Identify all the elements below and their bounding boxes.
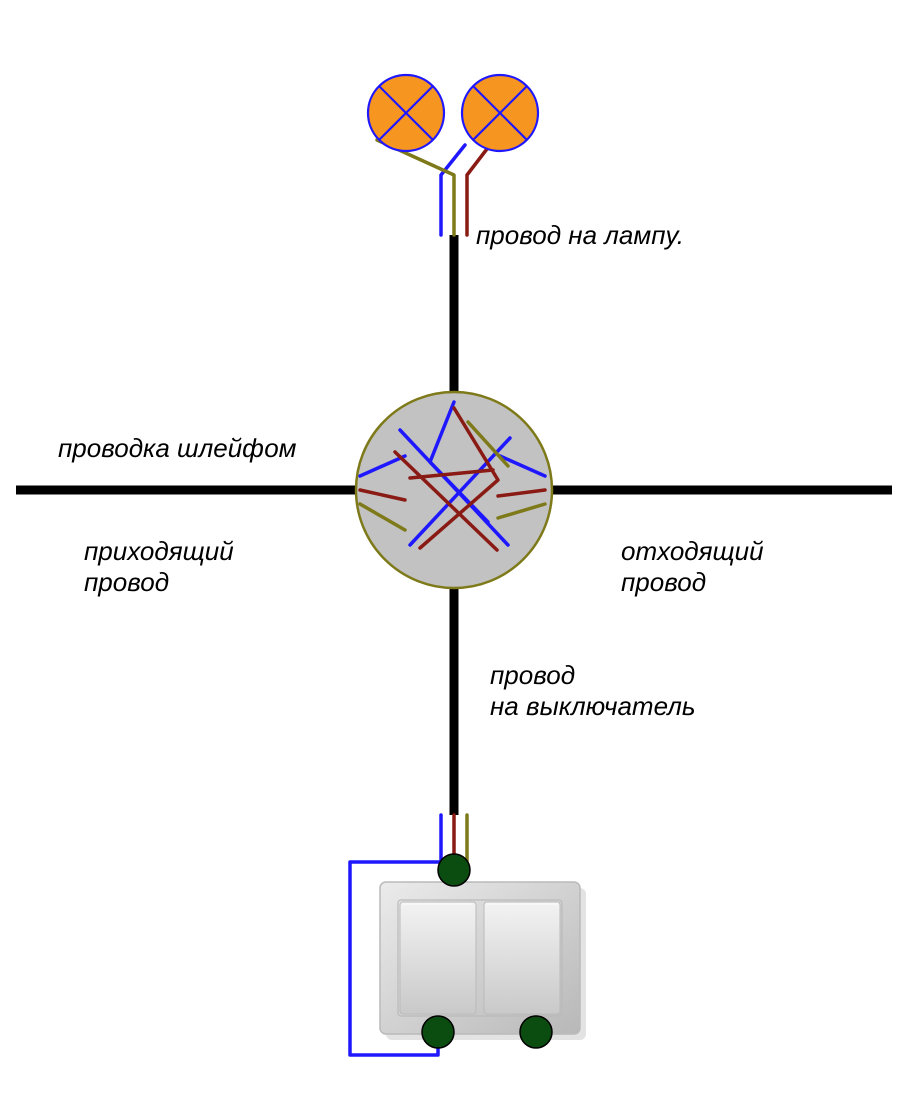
label-outgoing-wire: отходящий провод	[621, 536, 764, 598]
label-switch-wire: провод на выключатель	[490, 660, 696, 722]
wall-switch	[380, 882, 586, 1040]
switch-key-right	[484, 902, 560, 1014]
label-incoming-wire: приходящий провод	[84, 536, 234, 598]
term-bottom-right	[520, 1016, 552, 1048]
label-loop-wiring: проводка шлейфом	[58, 433, 296, 464]
label-lamp-wire: провод на лампу.	[476, 220, 684, 251]
lamp-left	[368, 75, 444, 151]
wiring-diagram: провод на лампу. проводка шлейфом приходящ…	[0, 0, 906, 1113]
term-bottom-left	[422, 1016, 454, 1048]
lamp-right	[462, 75, 538, 151]
switch-key-left	[400, 902, 476, 1014]
term-top	[438, 854, 470, 886]
